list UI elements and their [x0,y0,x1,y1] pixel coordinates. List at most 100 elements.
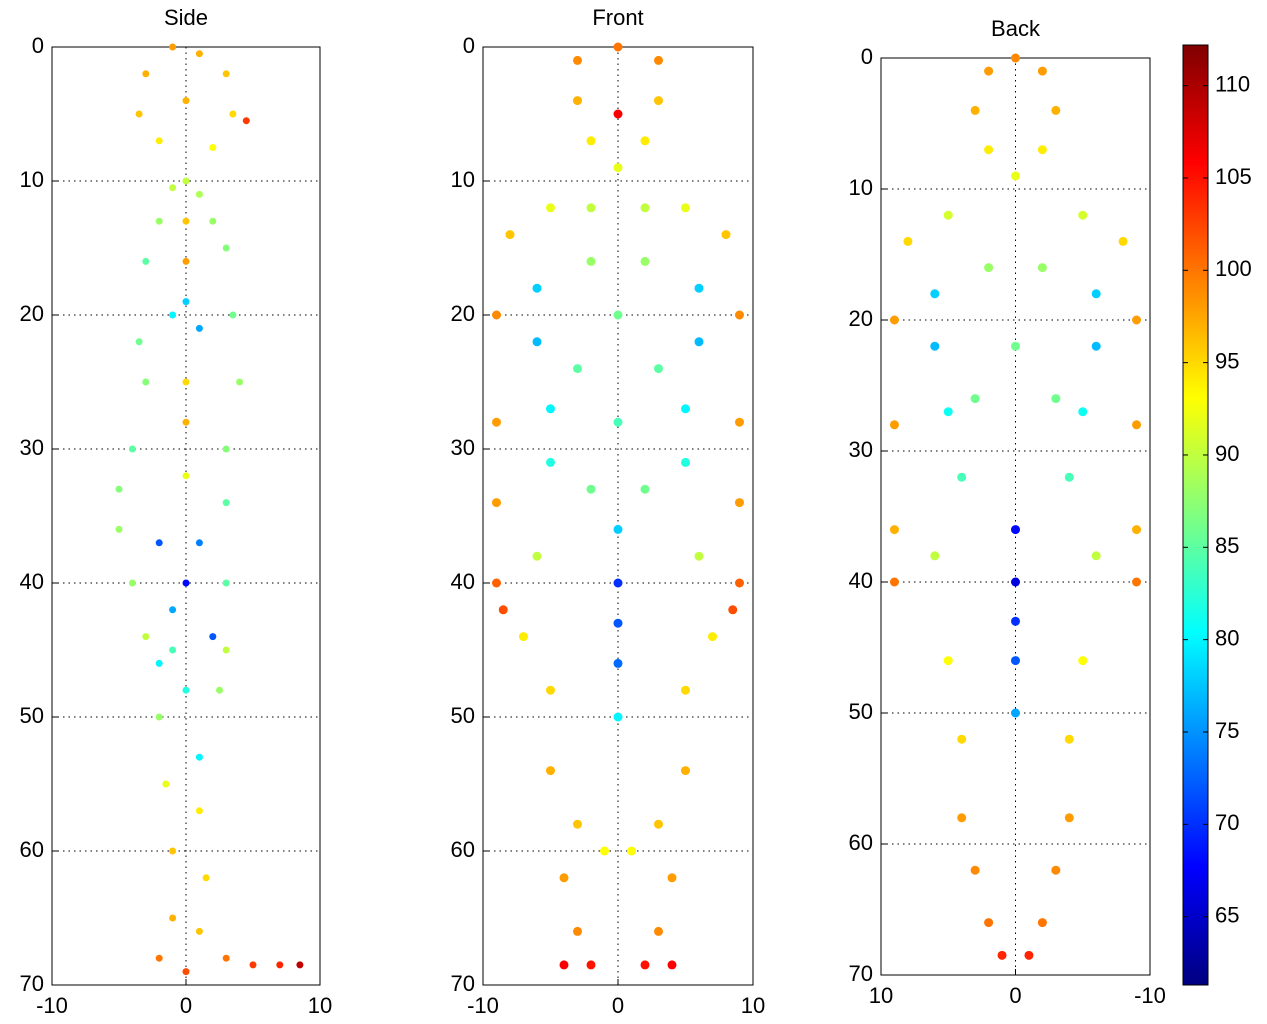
point [1091,289,1101,299]
point [889,577,899,587]
point [1118,236,1128,246]
point [169,184,177,192]
point [735,498,744,508]
point [155,954,163,962]
colorbar [1182,44,1209,986]
x-tick-label: 10 [869,983,893,1008]
point [559,960,569,970]
x-tick-label: 0 [612,993,624,1018]
point [1078,210,1088,220]
y-tick-label: 20 [849,306,873,331]
point [128,579,136,587]
point [654,55,663,65]
point [559,873,569,883]
point [627,846,636,856]
point [984,145,994,155]
point [202,874,210,882]
point [613,163,623,173]
point [694,551,704,561]
point [735,578,744,588]
chart-title: Back [991,16,1041,41]
colorbar-tick-label: 95 [1215,348,1239,373]
point [1037,263,1047,273]
scatter-panel: 10 0 -10 0 10 20 30 40 50 60 70 Back [849,16,1166,1008]
point [1051,394,1061,404]
point [613,109,623,119]
point [1011,525,1020,535]
point [586,484,596,494]
point [222,579,230,587]
y-tick-label: 10 [849,175,873,200]
point [236,378,244,386]
y-tick-label: 50 [849,699,873,724]
point [681,766,690,776]
point [182,378,190,386]
point [296,961,304,969]
point [667,960,677,970]
point [573,96,582,106]
point [694,283,704,293]
point [1132,420,1142,430]
point [957,813,967,823]
point [903,236,913,246]
point [681,404,690,414]
point [546,766,555,776]
point [1011,171,1020,181]
y-tick-label: 30 [849,437,873,462]
point [943,210,953,220]
y-tick-label: 70 [451,971,475,996]
y-tick-label: 0 [32,33,44,58]
x-tick-label: 10 [308,993,332,1018]
point [970,105,980,115]
colorbar-tick-label: 75 [1215,718,1239,743]
point [182,217,190,225]
point [1051,865,1061,875]
point [209,633,217,641]
x-tick-label: -10 [36,993,68,1018]
point [1011,577,1020,587]
point [492,578,501,588]
scatter-panel: -10 0 10 0 10 20 30 40 50 60 70 Front [451,5,766,1018]
point [1091,341,1101,351]
point [1132,525,1142,535]
point [195,927,203,935]
point [640,484,650,494]
point [930,289,940,299]
point [128,445,136,453]
point [209,144,217,151]
point [613,658,623,668]
point [708,632,717,642]
point [546,685,555,695]
point [249,961,257,969]
point [546,404,555,414]
point [573,364,582,374]
point [142,633,150,641]
point [182,97,190,105]
point [1037,66,1047,76]
point [613,578,623,588]
point [957,734,967,744]
point [1011,656,1020,666]
point [142,70,150,78]
point [169,606,177,614]
point [957,472,967,482]
point [182,472,190,480]
point [640,256,650,266]
point [735,417,744,427]
point [222,646,230,654]
point [984,66,994,76]
point [984,918,994,928]
point [135,338,143,346]
point [546,457,555,467]
y-tick-label: 30 [451,435,475,460]
y-tick-label: 0 [463,33,475,58]
point [613,310,623,320]
point [613,524,623,534]
chart-title: Front [592,5,643,30]
y-tick-label: 30 [20,435,44,460]
y-tick-label: 20 [451,301,475,326]
point [586,136,596,146]
point [195,539,203,547]
point [498,605,508,615]
point [155,137,163,145]
